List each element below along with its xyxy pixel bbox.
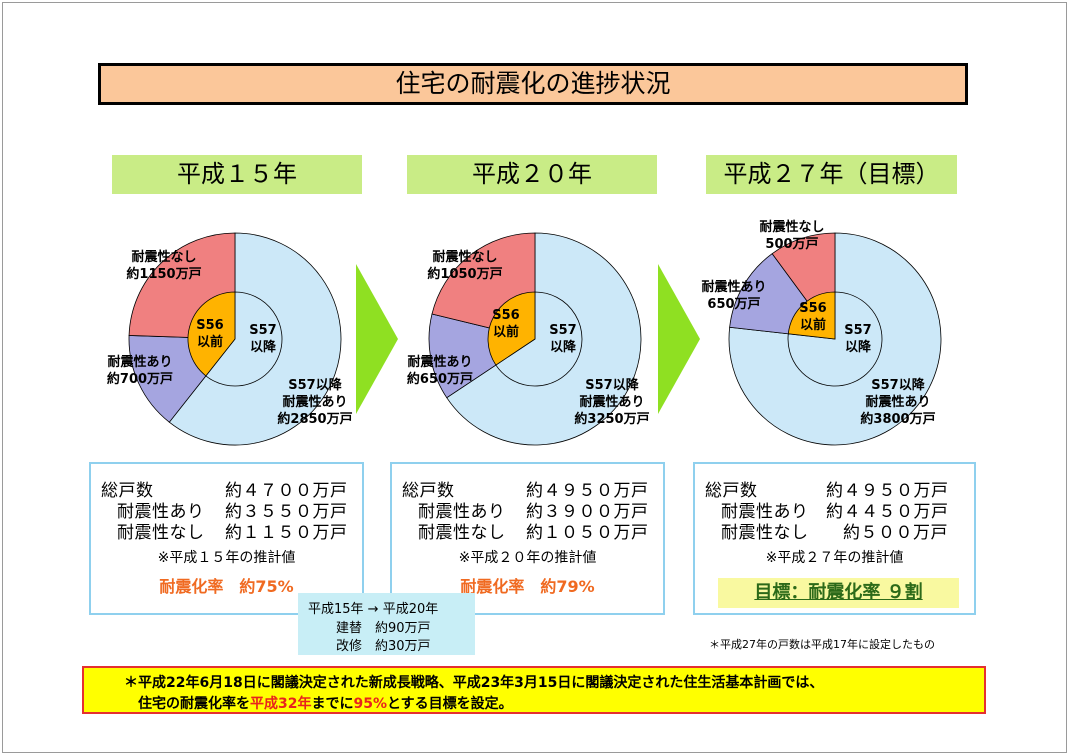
without-resistance-label: 耐震性なし [721,523,809,543]
footnote: ＊平成27年の戸数は平成17年に設定したもの [709,638,935,651]
goal-banner: 目標：耐震化率 ９割 [718,578,959,608]
label-no-resistance: 耐震性なし 500万戸 [759,219,824,252]
without-resistance-label: 耐震性なし [418,523,506,543]
label-with-resistance: 耐震性あり約700万戸 [107,354,173,387]
label-no-resistance: 耐震性なし約1150万戸 [126,249,201,282]
inner-slice-s57-after [495,291,583,387]
with-resistance-value: 約３５５０万戸 [225,502,348,522]
label-post-s57: S57以降耐震性あり約3800万戸 [860,377,935,427]
donut-chart-h15: 耐震性なし約1150万戸耐震性あり約700万戸 S57以降耐震性あり約2850万戸… [100,203,370,461]
summary-box-h20: 総戸数 約４９５０万戸 耐震性あり 約３９００万戸 耐震性なし 約１０５０万戸 … [390,462,665,615]
period-header-h27: 平成２７年（目標） [706,155,957,194]
progress-arrow-icon [356,264,398,418]
donut-chart-h20: 耐震性なし約1050万戸耐震性あり約650万戸 S57以降耐震性あり約3250万戸… [400,203,670,461]
estimate-note: ※平成１５年の推計値 [157,550,296,566]
target-rate: 95% [353,696,387,712]
resistance-rate: 耐震化率 約75% [159,577,294,596]
label-post-s57: S57以降耐震性あり約3250万戸 [574,377,649,427]
inset-rebuild: 建替 約90万戸 [336,621,431,636]
period-header-h20: 平成２０年 [407,155,657,194]
with-resistance-value: 約３９００万戸 [526,502,649,522]
rebuild-retrofit-inset: 平成15年 → 平成20年 建替 約90万戸 改修 約30万戸 [298,593,475,655]
label-post-s57: S57以降耐震性あり約2850万戸 [277,377,352,427]
donut-chart-h27: 耐震性なし 500万戸耐震性あり 650万戸 S57以降耐震性あり約3800万戸 S56… [700,203,970,461]
page-title: 住宅の耐震化の進捗状況 [98,63,968,105]
policy-note-line2: 住宅の耐震化率を平成32年までに95%とする目標を設定。 [138,693,513,713]
total-value: 約４９５０万戸 [826,481,949,501]
label-inner-s57: S57 以降 [844,323,872,355]
label-with-resistance: 耐震性あり約650万戸 [407,354,473,387]
inner-slice-s56-before [187,291,236,377]
estimate-note: ※平成２０年の推計値 [458,550,597,566]
summary-box-h15: 総戸数 約４７００万戸 耐震性あり 約３５５０万戸 耐震性なし 約１１５０万戸 … [89,462,364,615]
with-resistance-label: 耐震性あり [117,502,205,522]
label-inner-s57: S57 以降 [549,323,577,355]
policy-note-box: ＊平成22年6月18日に閣議決定された新成長戦略、平成23年3月15日に閣議決定… [82,666,986,714]
total-value: 約４７００万戸 [225,481,348,501]
inner-slice-s57-after [205,291,283,387]
label-inner-s56: S56 以前 [196,318,223,350]
target-year: 平成32年 [250,696,312,712]
period-header-h15: 平成１５年 [112,155,362,194]
without-resistance-label: 耐震性なし [117,523,205,543]
total-value: 約４９５０万戸 [526,481,649,501]
label-inner-s57: S57 以降 [249,323,277,355]
inset-period-range: 平成15年 → 平成20年 [308,602,439,617]
without-resistance-value: 約１０５０万戸 [526,523,649,543]
with-resistance-label: 耐震性あり [721,502,809,522]
estimate-note: ※平成２７年の推計値 [765,550,904,566]
inset-retrofit: 改修 約30万戸 [336,639,431,654]
total-label: 総戸数 [705,481,758,501]
policy-text-e: とする目標を設定。 [387,696,513,712]
policy-note-line1: ＊平成22年6月18日に閣議決定された新成長戦略、平成23年3月15日に閣議決定… [124,675,824,691]
inner-slice-s56-before [787,291,836,340]
policy-text-a: 住宅の耐震化率を [138,696,250,712]
inner-slice-s56-before [487,291,536,366]
label-inner-s56: S56 以前 [492,308,519,340]
total-label: 総戸数 [101,481,154,501]
with-resistance-label: 耐震性あり [418,502,506,522]
resistance-rate: 耐震化率 約79% [460,577,595,596]
label-with-resistance: 耐震性あり 650万戸 [701,279,766,312]
label-inner-s56: S56 以前 [799,301,826,333]
policy-text-c: までに [311,696,354,712]
without-resistance-value: 約１１５０万戸 [225,523,348,543]
with-resistance-value: 約４４５０万戸 [826,502,949,522]
progress-arrow-icon [658,264,700,418]
without-resistance-value: 約５００万戸 [843,523,948,543]
label-no-resistance: 耐震性なし約1050万戸 [427,249,502,282]
total-label: 総戸数 [402,481,455,501]
